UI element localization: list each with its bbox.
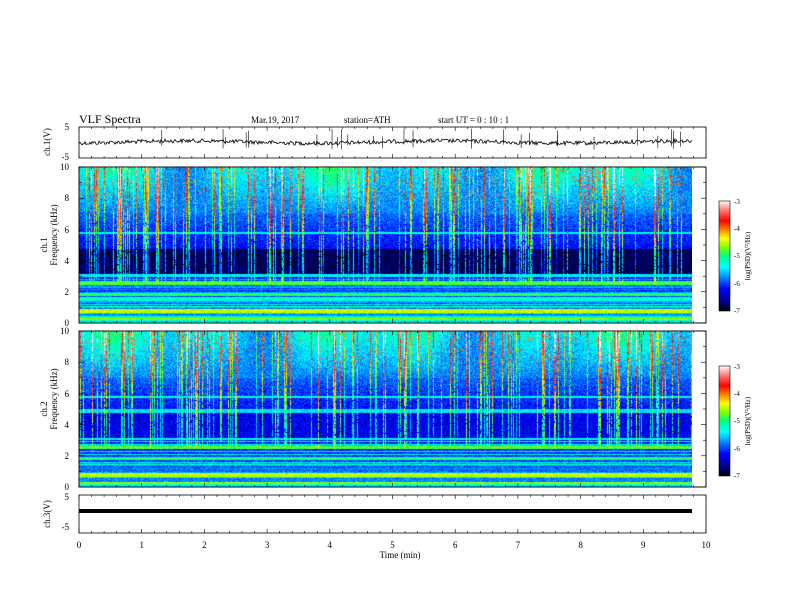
cb2-tick-7: -7 (734, 472, 740, 480)
ch1-freq-tick-10: 10 (60, 162, 70, 172)
ch2-freq-tick-6: 6 (65, 389, 70, 399)
ch2-spectrogram-panel: 0 2 4 6 8 10 ch.2 Frequency (kHz) (39, 326, 707, 492)
time-axis-ticks (78, 127, 707, 533)
ch1-spectrogram-panel: 0 2 4 6 8 10 ch.1 Frequency (kHz) (39, 162, 707, 328)
time-axis-tick-labels: 0 1 2 3 4 5 6 7 8 9 10 (77, 540, 711, 550)
ch3-voltage-panel: 5 -5 ch.3(V) (42, 492, 707, 534)
time-tick-5: 5 (390, 540, 395, 550)
cb2-label: log(PSD)(V²/Hz) (744, 396, 752, 445)
ch2-freq-tick-8: 8 (65, 357, 70, 367)
cb1-tick-7: -7 (734, 307, 740, 315)
ch1-freq-tick-0: 0 (65, 318, 70, 328)
ch2-freq-tick-10: 10 (60, 326, 70, 336)
time-tick-8: 8 (578, 540, 583, 550)
time-tick-6: 6 (453, 540, 458, 550)
ch3-voltage-ylabel: ch.3(V) (42, 500, 52, 528)
cb2-tick-5: -5 (734, 417, 740, 425)
ch1-tick-bottom: -5 (62, 152, 70, 162)
ch2-spectrogram-ylabel-channel: ch.2 (39, 401, 49, 416)
cb1-label: log(PSD)(V²/Hz) (744, 231, 752, 280)
ch1-spectrogram-ylabel-frequency: Frequency (kHz) (49, 204, 59, 265)
station-label: station=ATH (344, 115, 391, 125)
time-tick-3: 3 (265, 540, 270, 550)
ch1-voltage-panel: 5 -5 ch.1(V) (42, 122, 707, 162)
time-tick-7: 7 (516, 540, 521, 550)
time-axis-label: Time (min) (380, 550, 421, 560)
cb1-tick-4: -4 (734, 225, 740, 233)
cb1-tick-3: -3 (734, 198, 740, 206)
ch2-spectrogram-image (79, 331, 692, 487)
time-tick-0: 0 (77, 540, 82, 550)
ch2-freq-tick-2: 2 (65, 451, 70, 461)
ch2-freq-tick-4: 4 (65, 420, 70, 430)
time-tick-4: 4 (328, 540, 333, 550)
ch1-colorbar: -3 -4 -5 -6 -7 log(PSD)(V²/Hz) (718, 198, 752, 315)
ch2-freq-tick-0: 0 (65, 482, 70, 492)
ch2-colorbar: -3 -4 -5 -6 -7 log(PSD)(V²/Hz) (718, 363, 752, 480)
figure-title: VLF Spectra (79, 112, 141, 126)
cb1-tick-5: -5 (734, 252, 740, 260)
cb2-tick-3: -3 (734, 363, 740, 371)
ch1-spectrogram-ylabel-channel: ch.1 (39, 237, 49, 252)
cb2-tick-4: -4 (734, 390, 740, 398)
ch2-spectrogram-ylabel-frequency: Frequency (kHz) (49, 368, 59, 429)
time-tick-1: 1 (139, 540, 144, 550)
date-label: Mar.19, 2017 (251, 115, 300, 125)
ch1-tick-top: 5 (65, 122, 70, 132)
ch1-voltage-spikes (161, 128, 681, 150)
ch3-tick-bottom: -5 (62, 522, 70, 532)
ch3-tick-top: 5 (65, 492, 70, 502)
cb2-tick-6: -6 (734, 445, 740, 453)
ch1-freq-tick-6: 6 (65, 225, 70, 235)
ch1-freq-tick-4: 4 (65, 256, 70, 266)
ch3-voltage-trace (79, 509, 692, 513)
ch1-spectrogram-image (79, 167, 692, 323)
time-tick-10: 10 (702, 540, 712, 550)
start-ut-label: start UT = 0 : 10 : 1 (438, 115, 509, 125)
time-tick-9: 9 (641, 540, 646, 550)
cb1-tick-6: -6 (734, 280, 740, 288)
ch1-freq-tick-2: 2 (65, 287, 70, 297)
time-tick-2: 2 (202, 540, 207, 550)
ch1-freq-tick-8: 8 (65, 193, 70, 203)
ch1-voltage-ylabel: ch.1(V) (42, 128, 52, 156)
ch1-voltage-trace (78, 137, 693, 147)
